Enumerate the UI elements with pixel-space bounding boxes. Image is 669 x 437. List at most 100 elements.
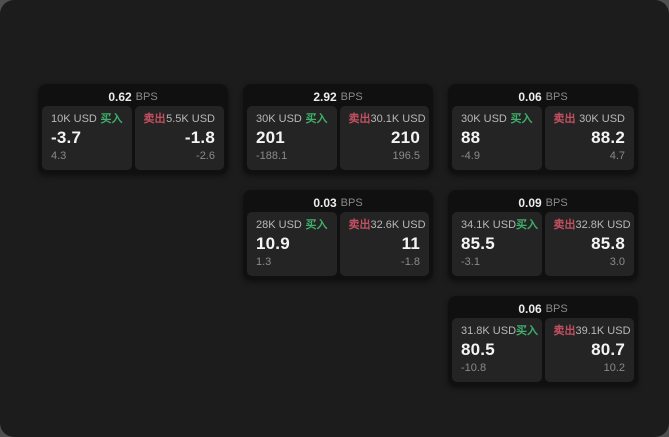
sell-price: 11	[401, 234, 420, 253]
buy-price: 85.5	[461, 234, 495, 253]
card-header: 0.09 BPS	[452, 193, 634, 212]
buy-panel[interactable]: 34.1K USD 买入 85.5 -3.1	[452, 212, 542, 276]
buy-change: -3.1	[461, 256, 480, 268]
sell-side-badge: 卖出	[553, 325, 576, 337]
sell-change: -1.8	[401, 256, 420, 268]
sell-price: 88.2	[591, 128, 625, 147]
buy-sell-panels: 10K USD 买入 -3.7 4.3 卖出 5.5K USD -1.8 -2.…	[42, 106, 224, 170]
buy-change: -10.8	[461, 362, 487, 374]
sell-amount: 32.6K USD	[370, 219, 426, 231]
sell-panel[interactable]: 卖出 5.5K USD -1.8 -2.6	[134, 106, 224, 170]
bps-unit-label: BPS	[545, 196, 568, 209]
sell-change: 3.0	[609, 256, 625, 268]
bps-value: 0.62	[108, 89, 132, 104]
sell-panel-top: 卖出 32.6K USD	[348, 219, 426, 232]
buy-amount: 34.1K USD	[461, 219, 517, 231]
sell-price: 80.7	[591, 340, 625, 359]
sell-panel[interactable]: 卖出 30.1K USD 210 196.5	[339, 106, 429, 170]
buy-panel-top: 34.1K USD 买入	[461, 219, 538, 232]
buy-change: -188.1	[256, 150, 288, 162]
buy-price: -3.7	[51, 128, 82, 147]
buy-price: 80.5	[461, 340, 495, 359]
card-header: 0.62 BPS	[42, 87, 224, 106]
sell-panel[interactable]: 卖出 30K USD 88.2 4.7	[544, 106, 634, 170]
sell-panel-top: 卖出 39.1K USD	[553, 325, 631, 338]
buy-side-badge: 买入	[305, 219, 328, 231]
bps-unit-label: BPS	[340, 196, 363, 209]
quote-card: 0.03 BPS 28K USD 买入 10.9 1.3 卖出 32.6K US…	[243, 190, 433, 280]
buy-panel-top: 10K USD 买入	[51, 113, 123, 126]
bps-unit-label: BPS	[135, 90, 158, 103]
buy-side-badge: 买入	[100, 113, 123, 125]
buy-panel[interactable]: 30K USD 买入 201 -188.1	[247, 106, 337, 170]
buy-side-badge: 买入	[305, 113, 328, 125]
sell-change: -2.6	[196, 150, 215, 162]
sell-side-badge: 卖出	[348, 219, 371, 231]
buy-side-badge: 买入	[510, 113, 533, 125]
sell-amount: 32.8K USD	[575, 219, 631, 231]
bps-unit-label: BPS	[545, 90, 568, 103]
sell-amount: 39.1K USD	[575, 325, 631, 337]
sell-side-badge: 卖出	[143, 113, 166, 125]
bps-value: 0.06	[518, 89, 542, 104]
buy-panel[interactable]: 10K USD 买入 -3.7 4.3	[42, 106, 132, 170]
sell-panel-top: 卖出 30K USD	[554, 113, 626, 126]
buy-panel[interactable]: 30K USD 买入 88 -4.9	[452, 106, 542, 170]
card-header: 0.06 BPS	[452, 87, 634, 106]
buy-panel-top: 30K USD 买入	[256, 113, 328, 126]
sell-change: 10.2	[603, 362, 625, 374]
card-grid: 0.62 BPS 10K USD 买入 -3.7 4.3 卖出 5.5K USD…	[38, 84, 638, 386]
bps-unit-label: BPS	[340, 90, 363, 103]
sell-price: 85.8	[591, 234, 625, 253]
card-header: 0.06 BPS	[452, 299, 634, 318]
sell-panel-top: 卖出 5.5K USD	[144, 113, 216, 126]
sell-change: 4.7	[609, 150, 625, 162]
quote-card: 0.06 BPS 31.8K USD 买入 80.5 -10.8 卖出 39.1…	[448, 296, 638, 386]
buy-sell-panels: 30K USD 买入 201 -188.1 卖出 30.1K USD 210 1…	[247, 106, 429, 170]
buy-amount: 28K USD	[256, 219, 302, 231]
buy-panel-top: 28K USD 买入	[256, 219, 328, 232]
buy-side-badge: 买入	[516, 325, 539, 337]
bps-value: 0.06	[518, 301, 542, 316]
sell-side-badge: 卖出	[348, 113, 371, 125]
buy-change: -4.9	[461, 150, 480, 162]
buy-side-badge: 买入	[516, 219, 539, 231]
buy-amount: 30K USD	[256, 113, 302, 125]
buy-price: 10.9	[256, 234, 290, 253]
sell-panel-top: 卖出 32.8K USD	[553, 219, 631, 232]
sell-side-badge: 卖出	[553, 113, 576, 125]
sell-panel[interactable]: 卖出 32.8K USD 85.8 3.0	[544, 212, 634, 276]
quote-card: 0.09 BPS 34.1K USD 买入 85.5 -3.1 卖出 32.8K…	[448, 190, 638, 280]
buy-amount: 30K USD	[461, 113, 507, 125]
sell-amount: 30K USD	[579, 113, 625, 125]
buy-price: 201	[256, 128, 285, 147]
sell-panel[interactable]: 卖出 32.6K USD 11 -1.8	[339, 212, 429, 276]
card-header: 0.03 BPS	[247, 193, 429, 212]
buy-price: 88	[461, 128, 481, 147]
sell-side-badge: 卖出	[553, 219, 576, 231]
sell-panel-top: 卖出 30.1K USD	[348, 113, 426, 126]
card-header: 2.92 BPS	[247, 87, 429, 106]
buy-sell-panels: 34.1K USD 买入 85.5 -3.1 卖出 32.8K USD 85.8…	[452, 212, 634, 276]
buy-sell-panels: 28K USD 买入 10.9 1.3 卖出 32.6K USD 11 -1.8	[247, 212, 429, 276]
buy-panel[interactable]: 28K USD 买入 10.9 1.3	[247, 212, 337, 276]
buy-panel[interactable]: 31.8K USD 买入 80.5 -10.8	[452, 318, 542, 382]
buy-change: 4.3	[51, 150, 67, 162]
sell-change: 196.5	[392, 150, 420, 162]
buy-panel-top: 31.8K USD 买入	[461, 325, 538, 338]
bps-value: 0.09	[518, 195, 542, 210]
quote-card: 2.92 BPS 30K USD 买入 201 -188.1 卖出 30.1K …	[243, 84, 433, 174]
sell-amount: 5.5K USD	[166, 113, 215, 125]
buy-amount: 10K USD	[51, 113, 97, 125]
sell-panel[interactable]: 卖出 39.1K USD 80.7 10.2	[544, 318, 634, 382]
sell-amount: 30.1K USD	[370, 113, 426, 125]
buy-panel-top: 30K USD 买入	[461, 113, 533, 126]
bps-unit-label: BPS	[545, 302, 568, 315]
quote-card: 0.06 BPS 30K USD 买入 88 -4.9 卖出 30K USD 8…	[448, 84, 638, 174]
buy-amount: 31.8K USD	[461, 325, 517, 337]
buy-sell-panels: 30K USD 买入 88 -4.9 卖出 30K USD 88.2 4.7	[452, 106, 634, 170]
sell-price: 210	[391, 128, 420, 147]
bps-value: 0.03	[313, 195, 337, 210]
quote-card: 0.62 BPS 10K USD 买入 -3.7 4.3 卖出 5.5K USD…	[38, 84, 228, 174]
